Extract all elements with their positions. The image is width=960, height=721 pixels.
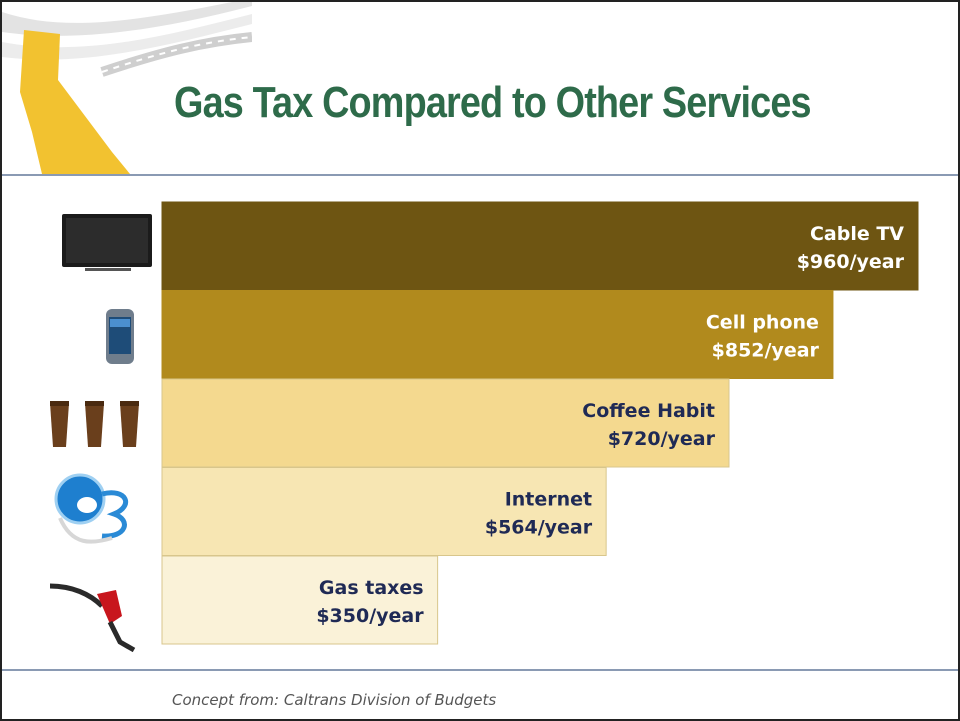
cell-phone-icon xyxy=(106,309,134,364)
footer-divider xyxy=(2,669,958,671)
internet-globe-icon xyxy=(54,473,128,544)
source-note: Concept from: Caltrans Division of Budge… xyxy=(172,691,497,709)
bar-chart: Cable TV $960/year Cell phone $852/year Coff… xyxy=(49,201,919,653)
bar-category-label: Coffee Habit xyxy=(582,400,715,422)
tv-icon xyxy=(62,214,152,271)
bar-gas-taxes xyxy=(161,555,439,645)
gas-pump-icon xyxy=(49,583,136,653)
bar-category-label: Cable TV xyxy=(810,223,904,245)
bar-value-label: $852/year xyxy=(712,340,820,362)
bar-value-label: $720/year xyxy=(608,428,716,450)
bar-value-label: $350/year xyxy=(316,605,424,627)
bar-cell-phone xyxy=(161,290,834,379)
california-state-logo xyxy=(2,2,252,174)
bar-category-label: Internet xyxy=(505,489,592,511)
bar-coffee-habit xyxy=(161,378,730,468)
chart-area: Cable TV $960/year Cell phone $852/year Coff… xyxy=(2,176,958,669)
bar-value-label: $960/year xyxy=(797,251,905,273)
page-title: Gas Tax Compared to Other Services xyxy=(174,78,812,127)
coffee-cups-icon xyxy=(50,401,139,447)
bar-category-label: Gas taxes xyxy=(319,577,424,599)
bar-internet xyxy=(161,467,607,556)
header-divider xyxy=(2,174,958,176)
bar-category-label: Cell phone xyxy=(706,312,819,334)
bar-cable-tv xyxy=(161,201,919,291)
bar-value-label: $564/year xyxy=(485,517,593,539)
header: Gas Tax Compared to Other Services xyxy=(2,2,958,174)
